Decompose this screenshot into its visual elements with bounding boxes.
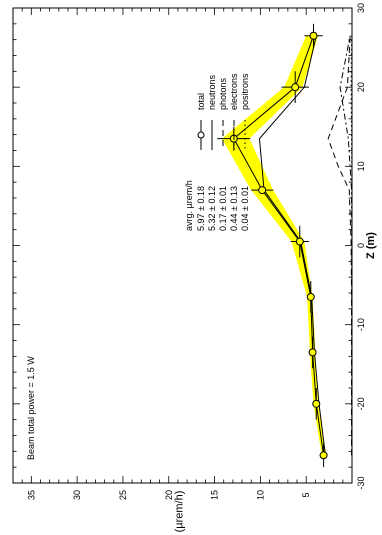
data-point [312,399,321,408]
z-tick-label: -20 [356,397,366,410]
h-tick-label: 25 [118,490,128,500]
legend-label-photons: photons [218,77,228,110]
h-tick-label: 10 [255,490,265,500]
data-point [319,451,328,460]
legend-value-photons: 0.17 ± 0.01 [218,186,228,231]
z-tick-label: -10 [356,318,366,331]
legend-value-total: 5.97 ± 0.18 [196,186,206,231]
z-axis-label: Z (m) [365,232,377,259]
legend-value-neutrons: 5.32 ± 0.12 [207,186,217,231]
legend: avrg. µrem/h 5.97 ± 0.18 total 5.32 ± 0.12… [184,73,250,231]
legend-label-neutrons: neutrons [207,74,217,110]
legend-value-positrons: 0.04 ± 0.01 [240,186,250,231]
z-tick-label: 20 [356,82,366,92]
h-tick-label: 35 [26,490,36,500]
h-axis-label: H (µrem/h) [174,491,186,535]
z-tick-label: -30 [356,476,366,489]
beam-power-annotation: Beam total power = 1.5 W [26,356,36,460]
h-tick-label: 5 [301,492,311,497]
h-tick-label: 20 [164,490,174,500]
uncertainty-band-layer [221,35,327,456]
legend-header: avrg. µrem/h [184,180,194,231]
data-point [291,83,300,92]
h-axis-tick-labels: 5 10 15 20 25 30 35 [26,490,311,500]
legend-label-electrons: electrons [229,73,239,110]
data-point [306,292,315,301]
legend-label-total: total [196,93,206,110]
z-tick-label: 30 [356,3,366,13]
data-point [295,237,304,246]
h-tick-label: 15 [210,490,220,500]
data-point [309,31,318,40]
legend-marker-total [197,131,205,139]
z-tick-label: 10 [356,161,366,171]
z-axis-tick-labels: -30 -20 -10 0 10 20 30 [356,3,366,490]
h-tick-label: 30 [72,490,82,500]
legend-value-electrons: 0.44 ± 0.13 [229,186,239,231]
legend-label-positrons: positrons [240,73,250,110]
marker-layer [217,23,328,468]
data-point [308,348,317,357]
tick-layer [12,7,352,484]
data-point [258,186,267,195]
uncertainty-band [221,35,327,456]
z-tick-label: 0 [356,243,366,248]
